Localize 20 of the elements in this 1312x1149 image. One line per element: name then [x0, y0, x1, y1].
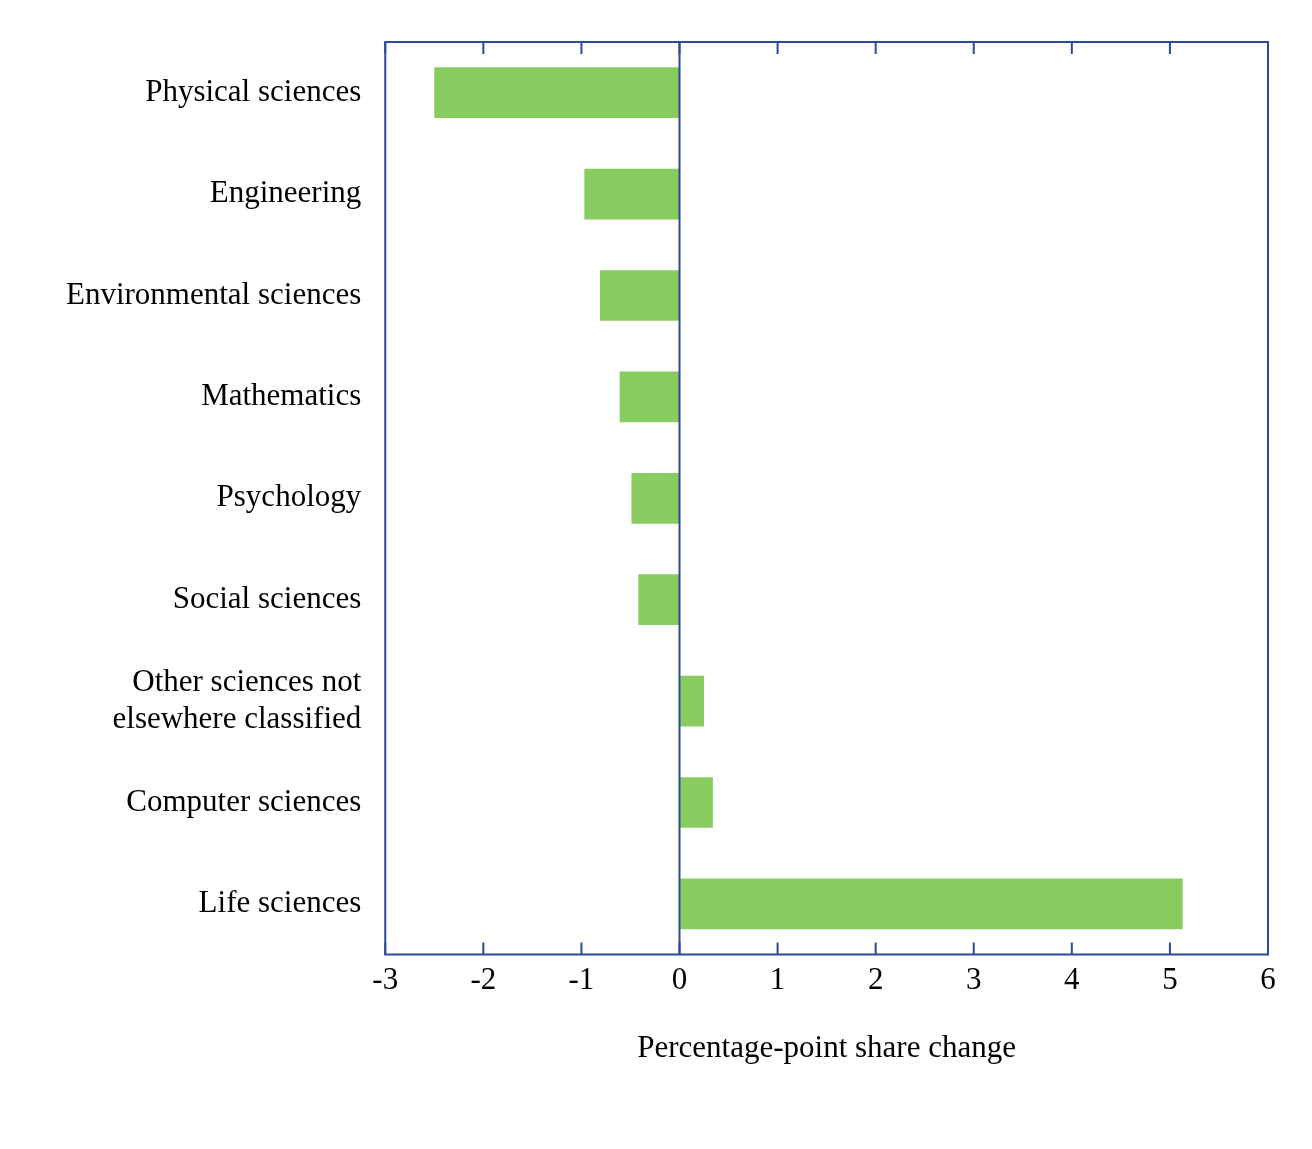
y-tick-label: Engineering — [209, 174, 362, 210]
x-tick-label: 0 — [671, 961, 688, 997]
y-tick-label: Other sciences not elsewhere classified — [112, 662, 362, 735]
x-tick-label: 2 — [867, 961, 884, 997]
x-axis-title: Percentage-point share change — [637, 1028, 1016, 1064]
y-tick-label: Mathematics — [201, 377, 362, 413]
y-tick-label: Psychology — [216, 478, 362, 514]
y-tick-label: Social sciences — [172, 579, 362, 615]
x-tick-label: 4 — [1064, 961, 1081, 997]
x-tick-label: 3 — [966, 961, 982, 997]
x-tick-label: -1 — [568, 961, 595, 997]
y-tick-label: Life sciences — [198, 884, 362, 920]
y-tick-label: Computer sciences — [126, 782, 362, 818]
y-tick-label: Physical sciences — [145, 72, 362, 108]
x-tick-label: 6 — [1260, 961, 1276, 997]
y-tick-label: Environmental sciences — [65, 275, 362, 311]
x-tick-label: -2 — [470, 961, 497, 997]
x-tick-label: 1 — [769, 961, 786, 997]
x-tick-label: -3 — [372, 961, 399, 997]
x-tick-label: 5 — [1162, 961, 1178, 997]
